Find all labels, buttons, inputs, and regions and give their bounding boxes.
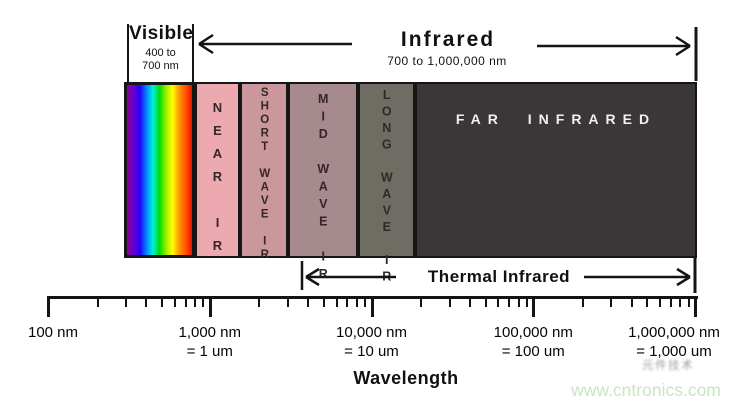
short-wave-ir-label-wrap: SHORT WAVE IR bbox=[242, 84, 286, 263]
major-tick-1000000 bbox=[694, 296, 697, 317]
tick-label-100000: 100,000 nm = 100 um bbox=[494, 323, 573, 361]
minor-tick bbox=[346, 296, 349, 307]
band-long-wave-ir: LONG WAVE IR bbox=[358, 82, 415, 286]
minor-tick bbox=[610, 296, 613, 307]
minor-tick bbox=[194, 296, 197, 307]
major-tick-1000 bbox=[208, 296, 212, 317]
cjk-watermark: 元件技术 bbox=[642, 360, 694, 372]
tick-label-10000: 10,000 nm = 10 um bbox=[336, 323, 407, 361]
minor-tick bbox=[364, 296, 367, 307]
tick-label-100: 100 nm bbox=[28, 323, 78, 342]
visible-label: Visible bbox=[129, 23, 194, 44]
minor-tick bbox=[335, 296, 338, 307]
minor-tick bbox=[687, 296, 690, 307]
tick-label-nm: 1,000 nm bbox=[178, 324, 242, 341]
tick-label-um: = 1 um bbox=[186, 343, 233, 360]
minor-tick bbox=[184, 296, 187, 307]
infrared-arrow-right bbox=[537, 35, 691, 57]
axis-title: Wavelength bbox=[353, 368, 459, 388]
major-tick-100000 bbox=[532, 296, 536, 317]
site-watermark: www.cntronics.com bbox=[571, 380, 721, 400]
tick-label-nm: 10,000 nm bbox=[336, 324, 407, 341]
minor-tick bbox=[517, 296, 520, 307]
mid-wave-ir-label: MID WAVE IR bbox=[316, 92, 331, 285]
visible-range-line1: 400 to bbox=[145, 47, 176, 59]
band-visible-spectrum bbox=[124, 82, 195, 258]
minor-tick bbox=[307, 296, 310, 307]
tick-label-nm: 100 nm bbox=[27, 324, 79, 341]
tick-label-um: = 1,000 um bbox=[636, 343, 712, 360]
minor-tick bbox=[161, 296, 164, 307]
minor-tick bbox=[669, 296, 672, 307]
visible-label-box: Visible 400 to 700 nm bbox=[127, 24, 194, 82]
long-wave-ir-label: LONG WAVE IR bbox=[379, 88, 394, 286]
minor-tick bbox=[497, 296, 500, 307]
minor-tick bbox=[286, 296, 289, 307]
minor-tick bbox=[145, 296, 148, 307]
minor-tick bbox=[322, 296, 325, 307]
minor-tick bbox=[646, 296, 649, 307]
band-far-infrared: FAR INFRARED bbox=[415, 82, 697, 258]
far-infrared-label: FAR INFRARED bbox=[455, 111, 657, 127]
minor-tick bbox=[125, 296, 128, 307]
near-ir-label: NEAR IR bbox=[210, 100, 225, 261]
minor-tick bbox=[468, 296, 471, 307]
tick-label-1000: 1,000 nm = 1 um bbox=[178, 323, 241, 361]
thermal-infrared-label: Thermal Infrared bbox=[427, 267, 571, 286]
long-wave-ir-label-wrap: LONG WAVE IR bbox=[360, 84, 413, 286]
minor-tick bbox=[484, 296, 487, 307]
infrared-label: Infrared bbox=[400, 28, 496, 51]
visible-range: 400 to 700 nm bbox=[129, 47, 192, 73]
mid-wave-ir-label-wrap: MID WAVE IR bbox=[290, 84, 356, 285]
infrared-range: 700 to 1,000,000 nm bbox=[387, 54, 507, 68]
minor-tick bbox=[508, 296, 511, 307]
band-near-ir: NEAR IR bbox=[195, 82, 240, 261]
minor-tick bbox=[679, 296, 682, 307]
major-tick-10000 bbox=[370, 296, 374, 317]
visible-range-line2: 700 nm bbox=[142, 60, 179, 72]
minor-tick bbox=[258, 296, 261, 307]
minor-tick bbox=[173, 296, 176, 307]
minor-tick bbox=[96, 296, 99, 307]
tick-label-um: = 100 um bbox=[501, 343, 565, 360]
minor-tick bbox=[420, 296, 423, 307]
near-ir-label-wrap: NEAR IR bbox=[197, 84, 238, 261]
thermal-arrow-right bbox=[584, 267, 691, 287]
infrared-arrow-left bbox=[198, 33, 352, 55]
minor-tick bbox=[659, 296, 662, 307]
tick-label-nm: 100,000 nm bbox=[493, 324, 573, 341]
minor-tick bbox=[202, 296, 205, 307]
minor-tick bbox=[448, 296, 451, 307]
band-mid-wave-ir: MID WAVE IR bbox=[288, 82, 358, 285]
band-short-wave-ir: SHORT WAVE IR bbox=[240, 82, 288, 263]
minor-tick bbox=[525, 296, 528, 307]
tick-label-nm: 1,000,000 nm bbox=[628, 324, 720, 341]
major-tick-100 bbox=[47, 296, 50, 317]
minor-tick bbox=[581, 296, 584, 307]
tick-label-1000000: 1,000,000 nm = 1,000 um bbox=[628, 323, 720, 361]
minor-tick bbox=[355, 296, 358, 307]
minor-tick bbox=[630, 296, 633, 307]
short-wave-ir-label: SHORT WAVE IR bbox=[258, 87, 271, 263]
tick-label-um: = 10 um bbox=[344, 343, 399, 360]
